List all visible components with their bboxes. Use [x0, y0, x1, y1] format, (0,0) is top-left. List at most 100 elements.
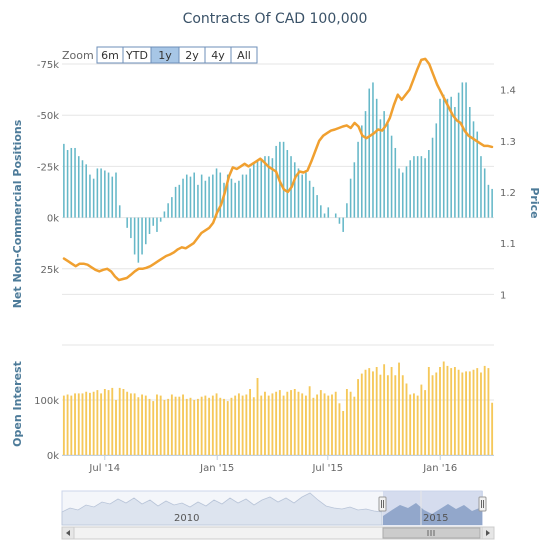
positions-bar — [107, 172, 110, 218]
open-interest-bar — [74, 393, 76, 455]
positions-bar — [245, 174, 248, 218]
positions-bar — [297, 168, 300, 218]
positions-bar — [409, 160, 411, 218]
open-interest-bar — [103, 389, 106, 455]
open-interest-bar — [89, 392, 91, 455]
zoom-button-all[interactable] — [230, 46, 258, 64]
navigator-left-handle[interactable] — [378, 496, 387, 512]
price-line-group — [62, 57, 494, 282]
open-interest-bar — [480, 372, 482, 455]
scrollbar[interactable] — [61, 526, 495, 540]
positions-bar — [271, 158, 274, 218]
positions-y-tick: -25k — [37, 162, 59, 173]
x-axis-tick-label: Jul '15 — [311, 463, 343, 474]
open-interest-bar — [442, 361, 445, 455]
open-interest-bar — [126, 391, 129, 455]
positions-bar — [405, 166, 408, 218]
positions-bar — [215, 168, 218, 218]
positions-bar — [480, 156, 482, 218]
open-interest-bar — [256, 378, 259, 455]
navigator-selected-area — [383, 503, 482, 525]
open-interest-bar — [476, 368, 479, 455]
open-interest-bar — [62, 395, 65, 455]
open-interest-bar — [141, 394, 143, 455]
chart-title: Contracts Of CAD 100,000 — [183, 11, 368, 27]
positions-bar — [435, 123, 438, 218]
navigator[interactable]: 2010 2015 — [61, 490, 487, 526]
open-interest-bar — [163, 400, 166, 455]
open-interest-bar — [70, 395, 73, 455]
x-axis: Jul '14 Jan '15 Jul '15 Jan '16 — [62, 455, 494, 474]
positions-bar — [383, 111, 385, 218]
open-interest-bar — [152, 401, 155, 455]
positions-bar — [156, 217, 158, 232]
positions-bar — [387, 123, 389, 218]
positions-bar — [398, 168, 400, 218]
positions-bar — [238, 180, 240, 218]
open-interest-bar — [226, 401, 229, 455]
open-interest-bar — [413, 393, 415, 455]
open-interest-bar — [234, 395, 237, 455]
open-interest-bar — [144, 395, 147, 455]
open-interest-bar — [77, 393, 80, 455]
positions-bar — [301, 174, 303, 218]
open-interest-bar — [360, 373, 363, 455]
open-interest-bar — [308, 386, 311, 455]
navigator-right-handle[interactable] — [478, 496, 487, 512]
open-interest-bar — [465, 371, 467, 455]
open-interest-bar — [319, 390, 322, 455]
positions-bar — [249, 168, 251, 218]
positions-bar — [264, 156, 266, 218]
positions-bar — [193, 172, 195, 218]
positions-bar — [469, 107, 471, 218]
open-interest-bar — [230, 397, 233, 455]
positions-bar — [226, 174, 229, 218]
open-interest-bar — [439, 367, 441, 455]
open-interest-bar — [178, 396, 181, 455]
open-interest-bar — [189, 397, 192, 455]
positions-bar — [63, 143, 65, 218]
positions-bar — [316, 195, 318, 218]
open-interest-bar — [338, 403, 341, 455]
positions-bar — [372, 82, 374, 218]
x-axis-tick-label: Jan '16 — [422, 463, 457, 474]
navigator-year-2010: 2010 — [174, 513, 199, 524]
positions-y-tick: 25k — [40, 265, 59, 276]
positions-bar — [342, 217, 344, 232]
positions-bar — [241, 174, 244, 218]
positions-bar — [92, 178, 95, 218]
open-interest-bar — [353, 396, 356, 455]
open-interest-bar — [349, 391, 352, 455]
x-axis-tick-label: Jan '15 — [199, 463, 234, 474]
positions-bar — [323, 213, 326, 218]
open-interest-bar — [301, 393, 304, 455]
open-interest-bar — [275, 391, 278, 455]
open-interest-bar — [115, 400, 117, 455]
open-interest-bar — [386, 375, 389, 455]
open-interest-bar — [66, 394, 69, 455]
navigator-left-handle-box[interactable] — [378, 496, 387, 512]
open-interest-bar — [450, 368, 453, 455]
positions-bar — [487, 184, 490, 218]
open-interest-bar — [383, 364, 386, 455]
positions-bar — [293, 162, 296, 218]
positions-bar — [401, 172, 404, 218]
navigator-right-handle-box[interactable] — [478, 496, 487, 512]
open-interest-bar — [211, 395, 214, 455]
open-interest-bar — [372, 371, 374, 455]
open-interest-bar — [357, 379, 359, 455]
open-interest-bar — [435, 372, 438, 455]
open-interest-bar — [379, 374, 382, 455]
zoom-label: Zoom — [62, 49, 94, 62]
positions-bar — [212, 174, 214, 218]
open-interest-bar — [111, 387, 114, 455]
positions-bar — [152, 217, 155, 226]
price-axis-title: Price — [528, 187, 541, 218]
open-interest-bar — [446, 365, 449, 455]
open-interest-bar — [327, 395, 330, 455]
positions-bar — [159, 217, 162, 222]
open-interest-bar — [100, 393, 103, 455]
positions-bar — [327, 207, 330, 218]
positions-bar — [457, 92, 460, 218]
open-interest-y-tick: 100k — [34, 396, 59, 407]
